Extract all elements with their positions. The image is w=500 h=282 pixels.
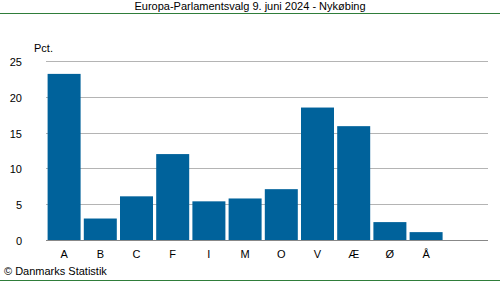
- bar: [373, 222, 406, 240]
- bar: [84, 219, 117, 240]
- bar: [301, 108, 334, 240]
- grid-line: [46, 133, 488, 134]
- x-tick-label: V: [314, 248, 322, 260]
- bar: [337, 126, 370, 240]
- x-tick-label: I: [207, 248, 210, 260]
- y-tick-label: 0: [16, 235, 22, 247]
- x-axis: [46, 240, 488, 241]
- y-tick-label: 25: [10, 56, 22, 68]
- x-tick-label: B: [97, 248, 104, 260]
- source: © Danmarks Statistik: [4, 265, 107, 277]
- x-tick-label: Ø: [386, 248, 395, 260]
- grid-line: [46, 61, 488, 62]
- top-rule: [0, 13, 500, 14]
- grid-line: [46, 240, 488, 241]
- bar: [156, 154, 189, 240]
- x-tick-label: O: [277, 248, 286, 260]
- bar: [192, 201, 225, 240]
- bar: [48, 74, 81, 240]
- bar: [120, 196, 153, 240]
- bars: [48, 74, 443, 240]
- x-tick-label: Æ: [348, 248, 359, 260]
- bar: [410, 232, 443, 240]
- grid-line: [46, 97, 488, 98]
- x-tick-label: F: [169, 248, 176, 260]
- x-tick-label: M: [241, 248, 250, 260]
- y-tick-label: 10: [10, 163, 22, 175]
- y-tick-label: 20: [10, 92, 22, 104]
- x-tick-label: C: [133, 248, 141, 260]
- chart: Europa-Parlamentsvalg 9. juni 2024 - Nyk…: [0, 0, 500, 282]
- bar: [265, 189, 298, 240]
- y-tick-label: 15: [10, 128, 22, 140]
- x-tick-label: A: [60, 248, 68, 260]
- x-tick-label: Å: [422, 248, 430, 260]
- y-tick-label: 5: [16, 199, 22, 211]
- y-label: Pct.: [34, 42, 53, 54]
- title: Europa-Parlamentsvalg 9. juni 2024 - Nyk…: [134, 0, 365, 12]
- grid-line: [46, 168, 488, 169]
- bottom-rule: [0, 280, 500, 281]
- bar: [229, 198, 262, 240]
